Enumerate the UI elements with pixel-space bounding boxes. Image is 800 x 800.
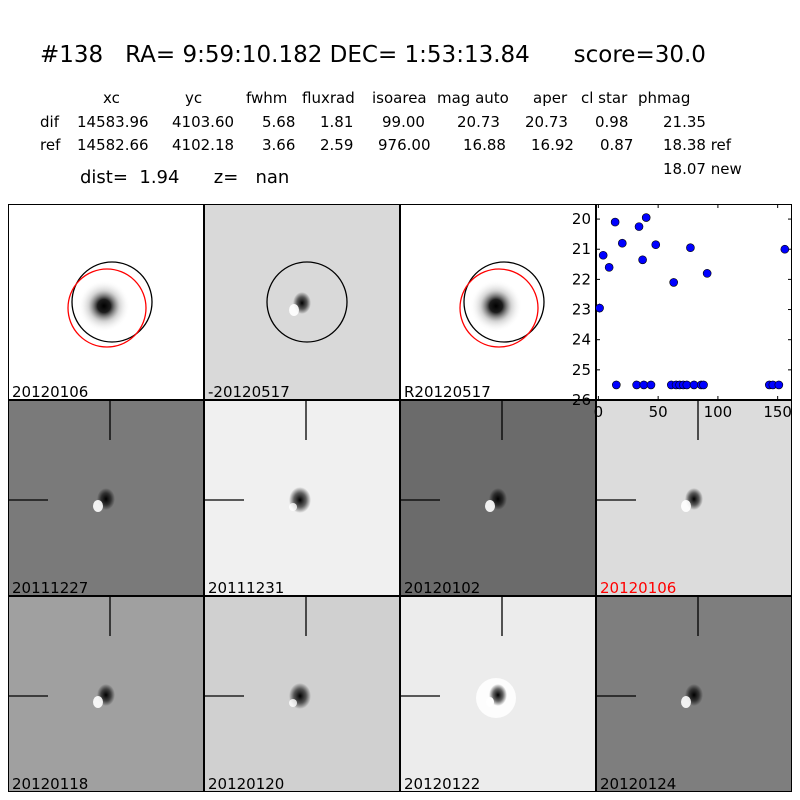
data-point — [638, 255, 647, 265]
dif-fluxrad: 1.81 — [320, 113, 354, 131]
data-point — [651, 240, 661, 250]
new-phmag: 18.07 new — [663, 160, 742, 178]
cutout-panel: 20120106 — [8, 204, 204, 400]
cutout-date-label: 20111231 — [208, 579, 285, 596]
cutout-panel: 20120124 — [596, 596, 792, 792]
cutout-date-label: 20120122 — [404, 775, 481, 792]
data-point — [641, 213, 651, 222]
dif-yc: 4103.60 — [172, 113, 235, 131]
cutout-date-label: R20120517 — [404, 383, 491, 400]
data-point — [669, 278, 678, 287]
cutout-panel: 20120106 — [596, 400, 792, 596]
dif-cl-star: 0.98 — [595, 113, 629, 131]
data-point — [702, 269, 712, 278]
y-tick-label: 25 — [572, 361, 591, 379]
x-tick-label: 0 — [594, 403, 604, 421]
data-point — [617, 238, 627, 248]
ref-aper: 16.92 — [531, 136, 574, 154]
dif-fwhm: 5.68 — [262, 113, 296, 131]
dif-isoarea: 99.00 — [382, 113, 425, 131]
cutout-date-label: -20120517 — [208, 383, 290, 400]
y-tick-label: 21 — [572, 240, 591, 258]
col-header-aper: aper — [533, 89, 568, 107]
ref-phmag: 18.38 ref — [663, 136, 732, 154]
x-tick-label: 100 — [704, 403, 733, 421]
col-header-yc: yc — [185, 89, 203, 107]
y-tick-label: 22 — [572, 270, 591, 288]
ref-xc: 14582.66 — [77, 136, 149, 154]
ref-yc: 4102.18 — [172, 136, 235, 154]
ref-fwhm: 3.66 — [262, 136, 296, 154]
dif-xc: 14583.96 — [77, 113, 149, 131]
plot-frame — [596, 204, 792, 400]
row-label-ref: ref — [40, 136, 61, 154]
data-point — [780, 244, 790, 254]
page-title: #138 RA= 9:59:10.182 DEC= 1:53:13.84 sco… — [40, 42, 706, 68]
data-point — [604, 263, 614, 272]
cutout-image — [67, 261, 153, 348]
cutout-panel: 20120118 — [8, 596, 204, 792]
col-header-fwhm: fwhm — [246, 89, 288, 107]
cutout-date-label: 20120124 — [600, 775, 677, 792]
cutout-image — [401, 401, 507, 512]
light-curve-chart: 20 21 22 23 24 25 260 50 100 150 — [572, 204, 792, 421]
cutout-date-label: 20120120 — [208, 775, 285, 792]
row-label-dif: dif — [40, 113, 59, 131]
data-point — [595, 303, 604, 313]
col-header-mag-auto: mag auto — [437, 89, 509, 107]
dif-phmag: 21.35 — [663, 113, 706, 131]
cutout-image — [266, 261, 348, 343]
x-tick-label: 150 — [763, 403, 792, 421]
data-point — [699, 380, 708, 390]
ref-fluxrad: 2.59 — [320, 136, 354, 154]
cutout-date-label: 20120102 — [404, 579, 481, 596]
dif-aper: 20.73 — [525, 113, 568, 131]
cutout-date-label: 20120118 — [12, 775, 89, 792]
cutout-panel: 20120102 — [400, 400, 596, 596]
y-tick-label: 23 — [572, 301, 591, 319]
data-point — [774, 380, 784, 390]
cutout-date-label: 20120106 — [12, 383, 89, 400]
cutout-image — [205, 401, 311, 513]
y-tick-label: 20 — [572, 210, 591, 228]
col-header-xc: xc — [103, 89, 120, 107]
cutout-panel: R20120517 — [400, 204, 596, 400]
cutout-image — [597, 401, 703, 512]
cutout-panel: 20120122 — [400, 596, 596, 792]
data-point — [639, 380, 649, 390]
col-header-cl-star: cl star — [581, 89, 628, 107]
ref-cl-star: 0.87 — [600, 136, 634, 154]
ref-isoarea: 976.00 — [378, 136, 431, 154]
ref-mag-auto: 16.88 — [463, 136, 506, 154]
data-point — [632, 380, 641, 390]
cutout-date-label: 20120106 — [600, 579, 677, 596]
cutout-panel: 20111227 — [8, 400, 204, 596]
y-tick-label: 24 — [572, 331, 591, 349]
data-point — [598, 250, 608, 260]
dif-mag-auto: 20.73 — [457, 113, 500, 131]
data-point — [610, 217, 620, 227]
cutout-image — [9, 401, 115, 512]
cutout-image — [9, 597, 115, 708]
y-tick-label: 26 — [572, 391, 591, 409]
data-point — [689, 380, 699, 390]
cutout-date-label: 20111227 — [12, 579, 89, 596]
data-point — [686, 243, 695, 253]
data-point — [612, 380, 621, 390]
cutout-image — [459, 261, 545, 348]
col-header-isoarea: isoarea — [372, 89, 427, 107]
cutout-panel: -20120517 — [204, 204, 400, 400]
dist-z-line: dist= 1.94 z= nan — [80, 167, 290, 188]
cutout-image — [205, 597, 311, 709]
cutout-image — [597, 597, 703, 708]
data-point — [646, 380, 656, 390]
cutout-panel: 20111231 — [204, 400, 400, 596]
col-header-phmag: phmag — [638, 89, 691, 107]
col-header-fluxrad: fluxrad — [302, 89, 355, 107]
cutout-image — [401, 597, 516, 718]
x-tick-label: 50 — [649, 403, 668, 421]
data-point — [634, 222, 644, 231]
data-point — [682, 380, 692, 390]
cutout-panel: 20120120 — [204, 596, 400, 792]
